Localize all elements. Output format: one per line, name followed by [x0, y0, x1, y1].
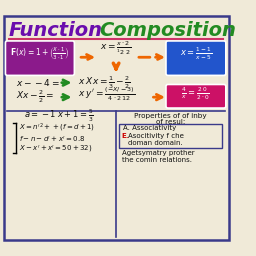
Text: $a=-1\;x+1=\frac{5}{3}$: $a=-1\;x+1=\frac{5}{3}$ [24, 108, 94, 124]
Text: $x\;Xx=\frac{1}{3}-\frac{2}{2}$: $x\;Xx=\frac{1}{3}-\frac{2}{2}$ [78, 74, 131, 91]
Text: $f-n-d'+x'=0.8$: $f-n-d'+x'=0.8$ [19, 134, 85, 144]
Text: $x--4=$: $x--4=$ [16, 77, 60, 88]
FancyBboxPatch shape [166, 41, 226, 76]
Text: Agetsymatry prother: Agetsymatry prother [122, 150, 194, 156]
Text: E.: E. [122, 133, 129, 139]
Text: doman domain.: doman domain. [128, 140, 183, 145]
Text: $X-x'+x'=50+32)$: $X-x'+x'=50+32)$ [19, 144, 92, 155]
Text: Asocitivity f che: Asocitivity f che [128, 133, 184, 139]
Text: the comin relations.: the comin relations. [122, 157, 191, 163]
Text: $x=\frac{x\cdot 2}{{}^{1}2\;2}$: $x=\frac{x\cdot 2}{{}^{1}2\;2}$ [100, 39, 132, 57]
Text: $x=\frac{1-1}{x-5}$: $x=\frac{1-1}{x-5}$ [180, 45, 212, 62]
Text: $\frac{4}{x}=\frac{2\;0}{2\cdot0}$: $\frac{4}{x}=\frac{2\;0}{2\cdot0}$ [182, 85, 210, 102]
FancyBboxPatch shape [4, 16, 229, 240]
FancyBboxPatch shape [5, 41, 74, 76]
Text: Function: Function [9, 20, 103, 39]
Text: Properties of of inby: Properties of of inby [134, 113, 207, 119]
Text: $x\;y'=\frac{(-X/-3)}{4\cdot2\;12}$: $x\;y'=\frac{(-X/-3)}{4\cdot2\;12}$ [78, 86, 135, 103]
FancyBboxPatch shape [166, 84, 226, 108]
Text: F$(x)=1+\left(\frac{X\cdot1}{3\cdot1}\right)$: F$(x)=1+\left(\frac{X\cdot1}{3\cdot1}\ri… [10, 46, 70, 62]
Text: $Xx-\frac{2}{2}=$: $Xx-\frac{2}{2}=$ [16, 89, 55, 105]
Text: Composition: Composition [100, 20, 237, 39]
Text: A. Associativity: A. Associativity [123, 125, 177, 131]
Text: $X=n'^{2}++(f=d+1)$: $X=n'^{2}++(f=d+1)$ [19, 122, 95, 134]
Text: of resul:: of resul: [156, 119, 185, 125]
